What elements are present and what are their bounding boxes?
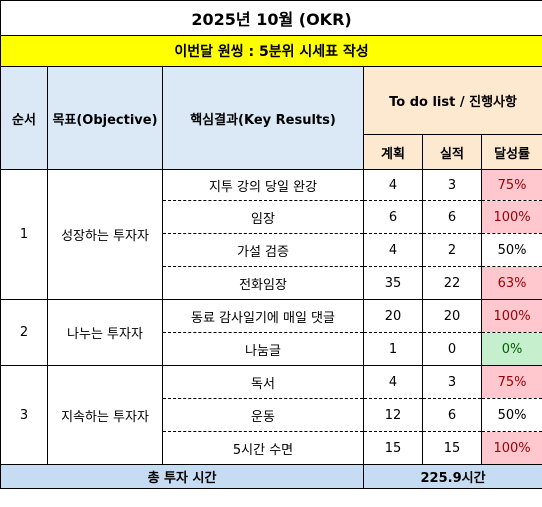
footer-row: 총 투자 시간 225.9시간 — [0, 464, 542, 489]
rate-cell: 75% — [480, 169, 542, 201]
header-actual: 실적 — [422, 134, 482, 170]
order-cell: 3 — [0, 365, 48, 465]
actual-cell: 20 — [422, 299, 482, 333]
key-result-cell: 운동 — [162, 398, 364, 432]
order-cell: 2 — [0, 299, 48, 366]
objective-cell: 나누는 투자자 — [47, 299, 163, 366]
objective-cell: 성장하는 투자자 — [47, 169, 163, 300]
table-row: 임장 6 6 100% — [1, 200, 542, 234]
plan-cell: 1 — [363, 332, 423, 366]
plan-cell: 4 — [363, 233, 423, 267]
table-row: 전화임장 35 22 63% — [1, 266, 542, 300]
plan-cell: 12 — [363, 398, 423, 432]
key-result-cell: 동료 감사일기에 매일 댓글 — [162, 299, 364, 333]
rate-cell: 100% — [480, 200, 542, 234]
rate-cell: 75% — [480, 365, 542, 399]
rate-cell: 50% — [480, 398, 542, 432]
plan-cell: 20 — [363, 299, 423, 333]
order-cell: 1 — [0, 169, 48, 300]
page-title: 2025년 10월 (OKR) — [0, 0, 542, 36]
plan-cell: 35 — [363, 266, 423, 300]
table-row: 2 나누는 투자자 동료 감사일기에 매일 댓글 20 20 100% — [0, 299, 542, 366]
rate-cell: 100% — [480, 431, 542, 465]
okr-table-body: 2025년 10월 (OKR) 이번달 원씽 : 5분위 시세표 작성 순서 목… — [0, 0, 542, 489]
actual-cell: 3 — [422, 365, 482, 399]
table-row: 운동 12 6 50% — [1, 398, 542, 432]
key-result-cell: 임장 — [162, 200, 364, 234]
key-result-cell: 나눔글 — [162, 332, 364, 366]
header-rate: 달성률 — [480, 134, 542, 170]
actual-cell: 6 — [422, 200, 482, 234]
table-row: 가설 검증 4 2 50% — [1, 233, 542, 267]
rate-cell: 0% — [480, 332, 542, 366]
total-time-label: 총 투자 시간 — [0, 464, 364, 489]
actual-cell: 0 — [422, 332, 482, 366]
key-result-cell: 전화임장 — [162, 266, 364, 300]
actual-cell: 22 — [422, 266, 482, 300]
key-result-cell: 5시간 수면 — [162, 431, 364, 465]
plan-cell: 15 — [363, 431, 423, 465]
header-order: 순서 — [0, 66, 48, 170]
key-result-cell: 지투 강의 당일 완강 — [162, 169, 364, 201]
key-result-cell: 가설 검증 — [162, 233, 364, 267]
actual-cell: 6 — [422, 398, 482, 432]
objective-cell: 지속하는 투자자 — [47, 365, 163, 465]
rate-cell: 50% — [480, 233, 542, 267]
actual-cell: 3 — [422, 169, 482, 201]
one-thing-banner: 이번달 원씽 : 5분위 시세표 작성 — [0, 35, 542, 67]
okr-table: 2025년 10월 (OKR) 이번달 원씽 : 5분위 시세표 작성 순서 목… — [0, 0, 542, 489]
table-row: 1 성장하는 투자자 지투 강의 당일 완강 4 3 75% — [0, 169, 542, 300]
rate-cell: 63% — [480, 266, 542, 300]
key-result-cell: 독서 — [162, 365, 364, 399]
actual-cell: 15 — [422, 431, 482, 465]
actual-cell: 2 — [422, 233, 482, 267]
header-todo: To do list / 진행사항 — [362, 66, 542, 135]
header-objective: 목표(Objective) — [47, 66, 163, 170]
table-row: 3 지속하는 투자자 독서 4 3 75% — [0, 365, 542, 465]
plan-cell: 6 — [363, 200, 423, 234]
plan-cell: 4 — [363, 169, 423, 201]
header-plan: 계획 — [363, 134, 423, 170]
total-time-value: 225.9시간 — [362, 464, 542, 489]
header-key-results: 핵심결과(Key Results) — [162, 66, 364, 170]
rate-cell: 100% — [480, 299, 542, 333]
plan-cell: 4 — [363, 365, 423, 399]
